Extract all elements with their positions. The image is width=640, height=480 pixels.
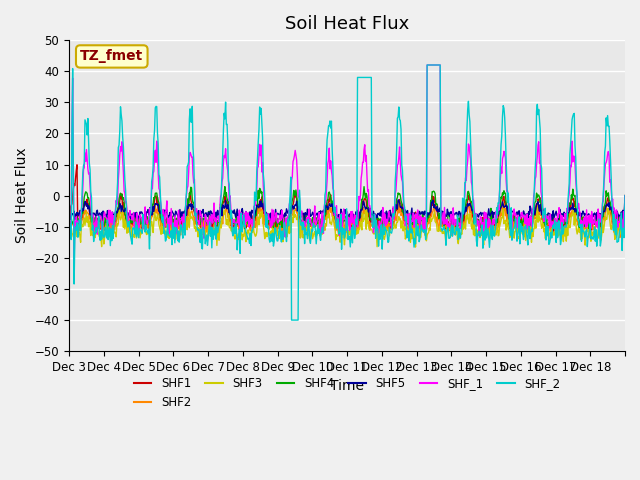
SHF_1 — [621, 193, 629, 199]
SHF4 — [234, 216, 241, 222]
SHF3 — [65, 235, 73, 240]
Line: SHF3: SHF3 — [69, 196, 625, 247]
Line: SHF1: SHF1 — [69, 165, 625, 234]
SHF3 — [232, 230, 240, 236]
SHF4 — [221, 184, 228, 190]
SHF_2 — [131, 226, 138, 231]
SHF5 — [336, 219, 344, 225]
SHF_1 — [234, 219, 241, 225]
SHF_2 — [621, 193, 629, 199]
SHF5 — [405, 212, 413, 217]
Line: SHF_2: SHF_2 — [69, 65, 625, 320]
SHF3 — [436, 228, 444, 233]
SHF3 — [260, 228, 268, 234]
SHF_1 — [131, 220, 139, 226]
SHF4 — [65, 216, 73, 222]
Line: SHF5: SHF5 — [69, 196, 625, 222]
SHF5 — [260, 208, 268, 214]
SHF1 — [282, 218, 290, 224]
SHF4 — [282, 218, 290, 224]
SHF_2 — [437, 225, 445, 231]
SHF3 — [131, 235, 138, 240]
Line: SHF_1: SHF_1 — [69, 65, 625, 265]
SHF_1 — [70, 262, 78, 268]
SHF4 — [261, 207, 269, 213]
X-axis label: Time: Time — [330, 380, 364, 394]
SHF1 — [261, 209, 269, 215]
SHF2 — [65, 222, 73, 228]
SHF5 — [281, 210, 289, 216]
SHF2 — [621, 193, 629, 199]
SHF4 — [436, 210, 444, 216]
Y-axis label: Soil Heat Flux: Soil Heat Flux — [15, 148, 29, 243]
SHF4 — [621, 193, 629, 199]
Legend: SHF1, SHF2, SHF3, SHF4, SHF5, SHF_1, SHF_2: SHF1, SHF2, SHF3, SHF4, SHF5, SHF_1, SHF… — [129, 372, 565, 414]
SHF_1 — [65, 220, 73, 226]
SHF3 — [404, 226, 412, 232]
SHF2 — [436, 220, 444, 226]
Line: SHF4: SHF4 — [69, 187, 625, 230]
SHF3 — [621, 193, 629, 199]
SHF_2 — [232, 226, 240, 232]
SHF_1 — [423, 62, 431, 68]
SHF2 — [616, 235, 624, 240]
SHF3 — [412, 244, 419, 250]
SHF_1 — [437, 213, 445, 218]
Text: TZ_fmet: TZ_fmet — [80, 49, 143, 63]
SHF2 — [404, 227, 412, 232]
SHF_2 — [281, 223, 289, 229]
SHF_2 — [423, 62, 431, 68]
SHF2 — [232, 219, 240, 225]
SHF5 — [65, 208, 73, 214]
SHF1 — [405, 223, 413, 228]
SHF5 — [621, 193, 629, 199]
SHF_1 — [261, 212, 269, 217]
SHF1 — [621, 193, 629, 199]
SHF4 — [131, 218, 138, 224]
SHF4 — [405, 221, 413, 227]
SHF1 — [234, 221, 241, 227]
SHF_1 — [405, 225, 413, 230]
SHF3 — [281, 229, 289, 235]
SHF5 — [436, 205, 444, 211]
SHF_2 — [288, 317, 296, 323]
SHF5 — [131, 214, 138, 219]
SHF_1 — [282, 215, 290, 221]
SHF_2 — [260, 179, 268, 185]
SHF2 — [260, 212, 268, 218]
SHF1 — [549, 231, 557, 237]
SHF4 — [525, 227, 532, 233]
SHF1 — [436, 220, 444, 226]
SHF_2 — [405, 238, 413, 244]
SHF1 — [65, 215, 73, 221]
SHF1 — [131, 217, 139, 223]
SHF5 — [232, 210, 240, 216]
Line: SHF2: SHF2 — [69, 196, 625, 238]
SHF_2 — [65, 229, 73, 235]
SHF2 — [281, 226, 289, 231]
SHF2 — [131, 216, 138, 222]
Title: Soil Heat Flux: Soil Heat Flux — [285, 15, 409, 33]
SHF1 — [73, 162, 81, 168]
